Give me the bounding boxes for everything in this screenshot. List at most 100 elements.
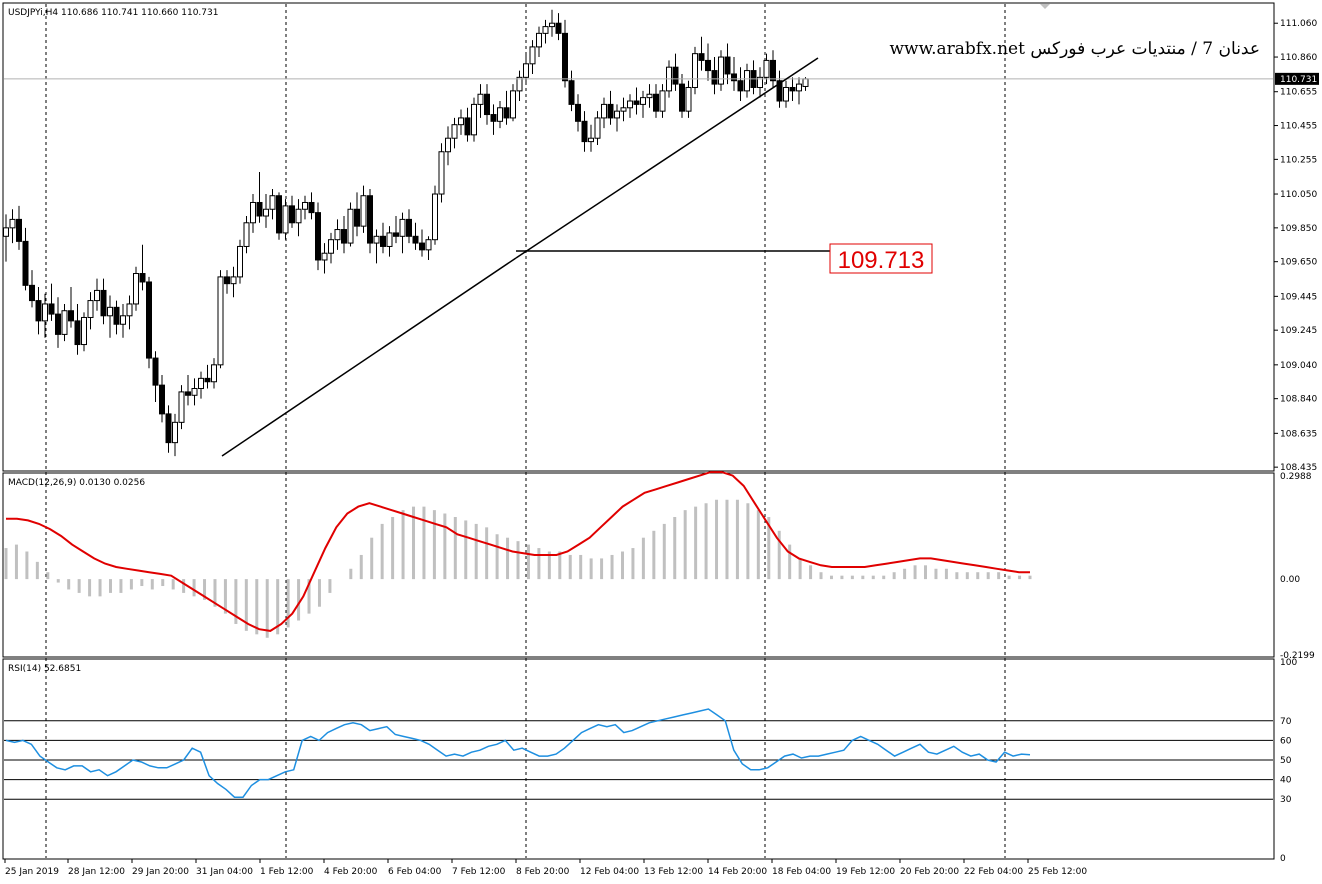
candle (646, 84, 653, 108)
candle-body (594, 117, 601, 139)
price-tick-label: 108.635 (1280, 429, 1317, 439)
trend-line-upper (515, 57, 819, 259)
time-tick-label: 25 Feb 12:00 (1028, 867, 1087, 877)
candle (451, 117, 458, 149)
candle-body (464, 117, 471, 136)
candle (243, 216, 250, 254)
candle (640, 90, 646, 118)
candle-body (185, 391, 191, 396)
candle (269, 188, 276, 220)
candle (744, 63, 750, 98)
rsi-tick-label: 70 (1280, 717, 1292, 727)
candle-body (217, 276, 224, 366)
candle-body (412, 235, 419, 244)
candle (178, 385, 185, 430)
candle-body (347, 208, 354, 244)
candle-body (796, 83, 802, 92)
candle-body (295, 208, 302, 224)
macd-header: MACD(12,26,9) 0.0130 0.0256 (8, 478, 145, 488)
candle (386, 226, 393, 257)
candle-body (263, 208, 269, 217)
candle-body (763, 59, 770, 78)
candle (289, 195, 295, 228)
candle-body (204, 377, 211, 383)
time-tick-label: 4 Feb 20:00 (324, 867, 378, 877)
candle-body (627, 100, 633, 109)
candle-body (770, 59, 776, 82)
time-tick-label: 12 Feb 04:00 (580, 867, 639, 877)
candle (581, 111, 588, 152)
candle-body (458, 117, 464, 126)
candle-body (35, 300, 42, 322)
candle (42, 293, 48, 338)
candle-body (165, 413, 172, 444)
time-tick-label: 20 Feb 20:00 (900, 867, 959, 877)
trendline-annotations (221, 4, 1050, 457)
candle-body (406, 218, 412, 237)
rsi-tick-label: 40 (1280, 776, 1292, 786)
candle-body (282, 205, 289, 234)
candle-body (61, 310, 68, 335)
candle-body (432, 193, 438, 241)
candle-body (698, 53, 705, 61)
candle-body (126, 303, 133, 317)
candle (61, 303, 68, 342)
candle (74, 303, 81, 355)
candle-body (711, 70, 718, 85)
candle (237, 239, 243, 284)
candle (796, 77, 802, 105)
candle (536, 26, 542, 58)
rsi-pane-frame (2, 658, 1275, 860)
candle-body (640, 97, 646, 105)
price-tick-label: 110.860 (1280, 53, 1317, 63)
candle-body (490, 114, 497, 122)
candle (653, 84, 659, 118)
candle-body (55, 313, 61, 335)
candle (211, 358, 217, 389)
candle-body (802, 78, 809, 87)
candle-body (731, 73, 737, 82)
rsi-tick-label: 50 (1280, 756, 1292, 766)
scroll-marker-icon (1040, 4, 1050, 9)
candle-body (425, 239, 432, 251)
candle (94, 278, 100, 311)
price-tick-label: 109.850 (1280, 224, 1317, 234)
candle (672, 53, 679, 91)
candle (48, 283, 55, 321)
candle-body (243, 222, 250, 247)
candle-body (549, 22, 555, 28)
candle-body (152, 357, 159, 386)
candle-body (81, 316, 87, 346)
candle (724, 43, 731, 85)
candle (484, 84, 490, 125)
candle-body (237, 245, 243, 278)
candle (276, 192, 282, 240)
candle-body (198, 377, 204, 390)
candle (347, 202, 354, 247)
candle (68, 287, 74, 328)
candle (607, 90, 614, 125)
candle-body (607, 103, 614, 119)
candle (776, 70, 783, 108)
candle-body (107, 306, 113, 317)
candle-body (685, 86, 692, 112)
candle-body (9, 218, 16, 229)
candle-body (113, 306, 120, 325)
candle (438, 143, 445, 203)
candle (510, 84, 516, 122)
candle-body (360, 195, 367, 227)
candle (185, 374, 191, 406)
macd-tick-label: 0.00 (1280, 575, 1300, 585)
candle (445, 126, 451, 166)
candle (152, 351, 159, 403)
price-tick-label: 110.655 (1280, 88, 1317, 98)
time-tick-label: 1 Feb 12:00 (260, 867, 314, 877)
candle (412, 222, 419, 250)
candle (549, 9, 555, 37)
candle (633, 87, 640, 115)
candle-body (653, 93, 659, 112)
candle (308, 192, 315, 220)
rsi-line (5, 708, 1031, 798)
candle-body (399, 218, 406, 237)
